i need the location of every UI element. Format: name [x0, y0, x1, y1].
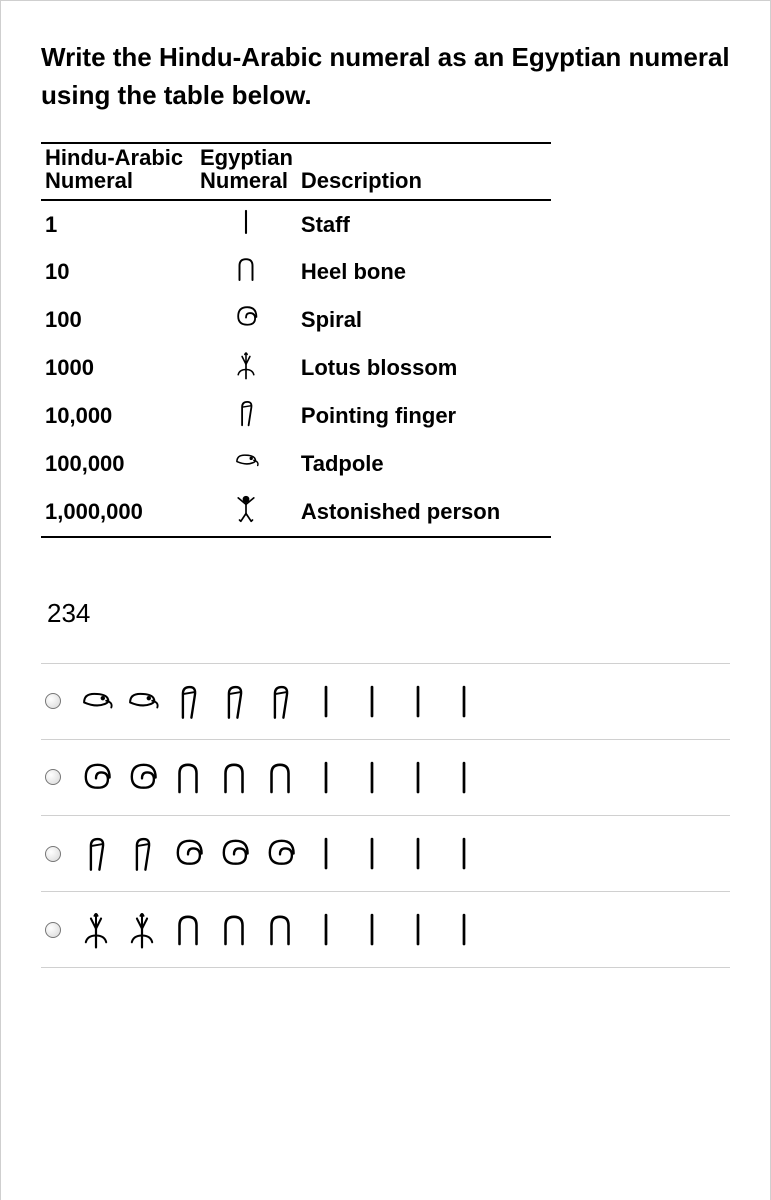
glyph-cell: [196, 296, 297, 344]
heel-icon: [217, 910, 251, 949]
staff-icon: [447, 834, 481, 873]
table-header-numeral: Hindu-Arabic Numeral: [41, 143, 196, 199]
lotus-icon: [125, 910, 159, 949]
radio-button[interactable]: [45, 846, 61, 862]
description-cell: Astonished person: [297, 488, 551, 537]
table-header-description: Description: [297, 143, 551, 199]
description-cell: Pointing finger: [297, 392, 551, 440]
glyph-cell: [196, 248, 297, 296]
glyph-cell: [196, 392, 297, 440]
glyph-sequence: [79, 758, 481, 797]
reference-table: Hindu-Arabic Numeral Egyptian Numeral De…: [41, 142, 551, 537]
table-row: 10 Heel bone: [41, 248, 551, 296]
description-cell: Spiral: [297, 296, 551, 344]
staff-icon: [355, 682, 389, 721]
finger-icon: [217, 682, 251, 721]
answer-option[interactable]: [41, 740, 730, 816]
staff-icon: [447, 682, 481, 721]
heel-icon: [171, 758, 205, 797]
heel-icon: [233, 254, 259, 284]
spiral-icon: [263, 834, 297, 873]
numeral-cell: 1,000,000: [41, 488, 196, 537]
tadpole-icon: [233, 446, 259, 476]
staff-icon: [309, 758, 343, 797]
staff-icon: [401, 682, 435, 721]
lotus-icon: [233, 350, 259, 380]
numeral-cell: 100: [41, 296, 196, 344]
staff-icon: [309, 910, 343, 949]
glyph-cell: [196, 200, 297, 249]
spiral-icon: [125, 758, 159, 797]
tadpole-icon: [79, 682, 113, 721]
heel-icon: [263, 910, 297, 949]
description-cell: Lotus blossom: [297, 344, 551, 392]
table-row: 100,000 Tadpole: [41, 440, 551, 488]
tadpole-icon: [125, 682, 159, 721]
answer-options: [41, 663, 730, 968]
glyph-cell: [196, 344, 297, 392]
staff-icon: [401, 758, 435, 797]
numeral-cell: 1: [41, 200, 196, 249]
glyph-sequence: [79, 682, 481, 721]
numeral-cell: 1000: [41, 344, 196, 392]
description-cell: Heel bone: [297, 248, 551, 296]
glyph-cell: [196, 440, 297, 488]
glyph-cell: [196, 488, 297, 537]
numeral-cell: 100,000: [41, 440, 196, 488]
heel-icon: [263, 758, 297, 797]
staff-icon: [355, 758, 389, 797]
heel-icon: [171, 910, 205, 949]
finger-icon: [125, 834, 159, 873]
table-row: 1 Staff: [41, 200, 551, 249]
table-header-egyptian: Egyptian Numeral: [196, 143, 297, 199]
staff-icon: [355, 910, 389, 949]
answer-option[interactable]: [41, 816, 730, 892]
table-row: 10,000 Pointing finger: [41, 392, 551, 440]
finger-icon: [233, 398, 259, 428]
answer-option[interactable]: [41, 663, 730, 740]
spiral-icon: [233, 302, 259, 332]
finger-icon: [79, 834, 113, 873]
glyph-sequence: [79, 834, 481, 873]
description-cell: Staff: [297, 200, 551, 249]
radio-button[interactable]: [45, 922, 61, 938]
staff-icon: [309, 682, 343, 721]
glyph-sequence: [79, 910, 481, 949]
person-icon: [233, 494, 259, 524]
staff-icon: [447, 758, 481, 797]
finger-icon: [171, 682, 205, 721]
staff-icon: [401, 910, 435, 949]
table-row: 1000 Lotus blossom: [41, 344, 551, 392]
table-row: 100 Spiral: [41, 296, 551, 344]
staff-icon: [309, 834, 343, 873]
spiral-icon: [171, 834, 205, 873]
staff-icon: [355, 834, 389, 873]
finger-icon: [263, 682, 297, 721]
lotus-icon: [79, 910, 113, 949]
staff-icon: [447, 910, 481, 949]
radio-button[interactable]: [45, 693, 61, 709]
numeral-cell: 10: [41, 248, 196, 296]
heel-icon: [217, 758, 251, 797]
answer-option[interactable]: [41, 892, 730, 968]
question-value: 234: [41, 598, 730, 629]
question-prompt: Write the Hindu-Arabic numeral as an Egy…: [41, 39, 730, 114]
description-cell: Tadpole: [297, 440, 551, 488]
staff-icon: [401, 834, 435, 873]
spiral-icon: [217, 834, 251, 873]
staff-icon: [233, 207, 259, 237]
spiral-icon: [79, 758, 113, 797]
numeral-cell: 10,000: [41, 392, 196, 440]
table-row: 1,000,000 Astonished person: [41, 488, 551, 537]
radio-button[interactable]: [45, 769, 61, 785]
